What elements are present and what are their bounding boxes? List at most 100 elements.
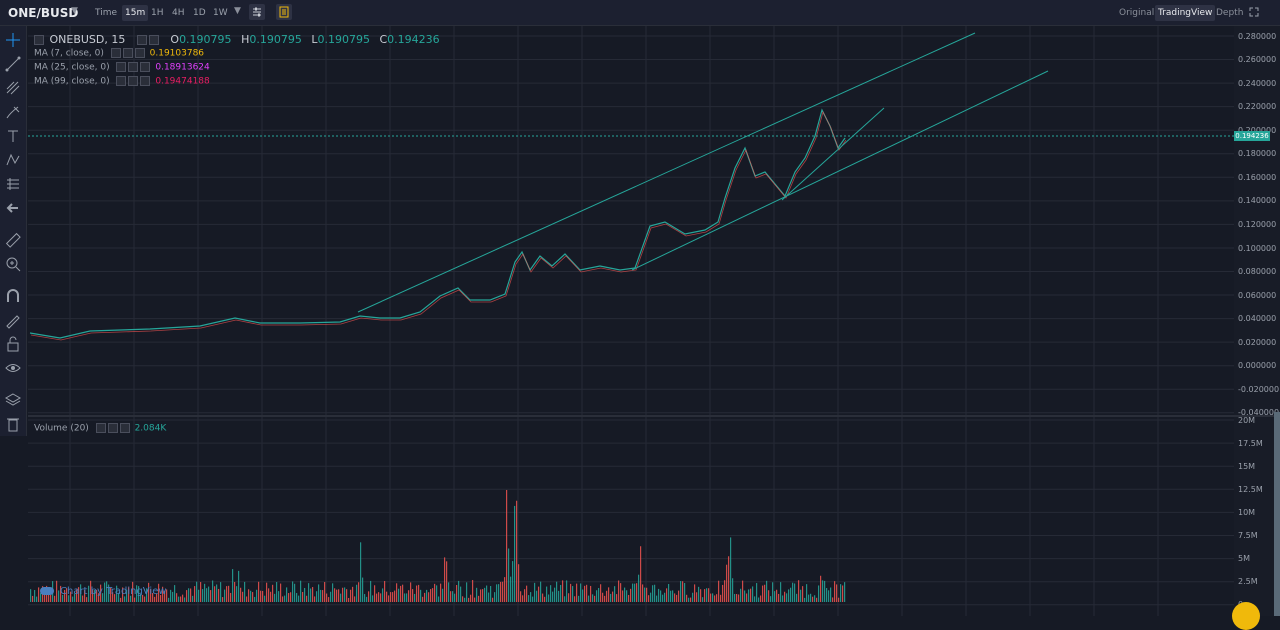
- volume-bar: [378, 592, 380, 602]
- back-arrow-icon[interactable]: [4, 199, 22, 217]
- volume-bar: [580, 583, 582, 602]
- volume-bar: [494, 592, 496, 602]
- timeframe-1d[interactable]: 1D: [193, 8, 206, 18]
- settings-icon[interactable]: [249, 4, 265, 20]
- text-tool-icon[interactable]: [4, 127, 22, 145]
- stay-drawing-icon[interactable]: [4, 311, 22, 329]
- volume-bar: [474, 597, 476, 602]
- close-value: 0.194236: [387, 33, 440, 46]
- ma25-hide-icon[interactable]: [128, 62, 139, 72]
- volume-bar: [718, 580, 720, 602]
- volume-bar: [784, 591, 786, 602]
- volume-bar: [406, 593, 408, 602]
- ma99-close-icon[interactable]: [140, 76, 151, 86]
- magnet-icon[interactable]: [4, 287, 22, 305]
- price-series: [29, 108, 846, 339]
- volume-bar: [604, 595, 606, 602]
- zoom-in-icon[interactable]: [4, 255, 22, 273]
- volume-bar: [500, 581, 502, 602]
- series-hide-icon[interactable]: [148, 35, 159, 45]
- prediction-icon[interactable]: [4, 175, 22, 193]
- volume-bar: [104, 582, 106, 602]
- volume-bar: [540, 581, 542, 602]
- volume-bar: [638, 574, 640, 602]
- volume-hide-icon[interactable]: [107, 423, 118, 433]
- volume-bar: [670, 590, 672, 602]
- layers-icon[interactable]: [4, 391, 22, 409]
- volume-bar: [760, 595, 762, 602]
- volume-bar: [550, 585, 552, 602]
- volume-bar: [754, 596, 756, 602]
- ma99-settings-icon[interactable]: [116, 76, 127, 86]
- pattern-icon[interactable]: [4, 151, 22, 169]
- timeframe-time[interactable]: Time: [95, 8, 118, 18]
- trend-line-icon[interactable]: [4, 55, 22, 73]
- tradingview-credit[interactable]: Chart by TradingView: [40, 586, 167, 597]
- volume-bar: [762, 585, 764, 602]
- brush-icon[interactable]: [4, 103, 22, 121]
- window-edge: [1274, 412, 1280, 616]
- volume-bar: [436, 585, 438, 602]
- view-original[interactable]: Original: [1119, 8, 1155, 18]
- volume-bar: [704, 589, 706, 602]
- volume-bar: [498, 584, 500, 602]
- ma25-close-icon[interactable]: [140, 62, 151, 72]
- volume-bar: [452, 591, 454, 602]
- volume-bar: [800, 589, 802, 602]
- indicators-icon[interactable]: [276, 4, 292, 20]
- price-axis-label: 0.140000: [1238, 196, 1277, 205]
- volume-close-icon[interactable]: [119, 423, 130, 433]
- collapse-legend-icon[interactable]: [34, 35, 44, 45]
- current-price-tag: 0.194236: [1234, 131, 1270, 141]
- volume-bar: [828, 590, 830, 602]
- ma7-hide-icon[interactable]: [122, 48, 133, 58]
- timeframe-4h[interactable]: 4H: [172, 8, 185, 18]
- chat-button[interactable]: [1232, 602, 1260, 630]
- timeframe-dropdown-icon[interactable]: ▼: [234, 6, 241, 16]
- price-chart[interactable]: [0, 26, 1280, 616]
- volume-bar: [802, 586, 804, 602]
- volume-bar: [554, 587, 556, 602]
- volume-bar: [736, 593, 738, 602]
- series-settings-icon[interactable]: [136, 35, 147, 45]
- ma7-close-icon[interactable]: [134, 48, 145, 58]
- volume-bar: [134, 597, 136, 602]
- timeframe-15m[interactable]: 15m: [122, 5, 149, 21]
- volume-bar: [382, 588, 384, 602]
- timeframe-1w[interactable]: 1W: [213, 8, 228, 18]
- crosshair-icon[interactable]: [4, 31, 22, 49]
- volume-bar: [584, 585, 586, 602]
- ma99-hide-icon[interactable]: [128, 76, 139, 86]
- volume-bar: [348, 597, 350, 602]
- view-depth[interactable]: Depth: [1216, 8, 1244, 18]
- volume-bar: [72, 596, 74, 602]
- timeframe-1h[interactable]: 1H: [151, 8, 164, 18]
- fib-tool-icon[interactable]: [4, 79, 22, 97]
- symbol-dropdown-icon[interactable]: ▼: [71, 6, 78, 16]
- volume-bar: [698, 586, 700, 602]
- trash-icon[interactable]: [4, 415, 22, 433]
- eye-icon[interactable]: [4, 359, 22, 377]
- volume-bar: [688, 597, 690, 602]
- symbol-label[interactable]: ONE/BUSD: [8, 6, 79, 20]
- volume-settings-icon[interactable]: [95, 423, 106, 433]
- volume-bar: [434, 583, 436, 602]
- ma7-settings-icon[interactable]: [110, 48, 121, 58]
- volume-value: 2.084K: [134, 423, 167, 434]
- volume-bar: [332, 583, 334, 602]
- ma99-value: 0.19474188: [155, 76, 210, 87]
- volume-bar: [518, 564, 520, 602]
- volume-bar: [86, 597, 88, 602]
- ruler-icon[interactable]: [4, 231, 22, 249]
- volume-bar: [360, 542, 362, 602]
- lock-icon[interactable]: [4, 335, 22, 353]
- ma25-settings-icon[interactable]: [116, 62, 127, 72]
- volume-bar: [242, 591, 244, 602]
- volume-bar: [224, 589, 226, 602]
- volume-bar: [430, 589, 432, 602]
- view-tradingview[interactable]: TradingView: [1155, 5, 1216, 21]
- volume-bar: [206, 588, 208, 602]
- fullscreen-icon[interactable]: [1246, 4, 1262, 20]
- volume-bar: [248, 589, 250, 602]
- price-axis-label: -0.040000: [1238, 408, 1280, 417]
